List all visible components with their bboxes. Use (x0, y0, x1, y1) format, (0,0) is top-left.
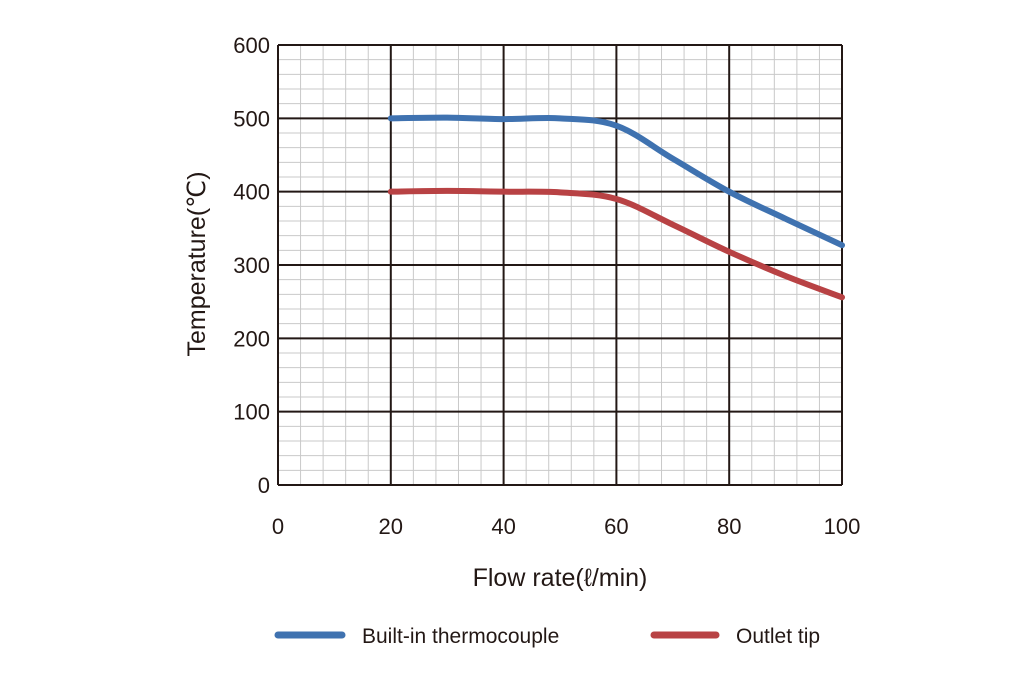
legend: Built-in thermocouple Outlet tip (274, 625, 820, 648)
y-axis-title: Temperature(℃) (183, 171, 211, 356)
y-tick-label: 400 (233, 180, 270, 205)
x-axis-title: Flow rate(ℓ/min) (473, 564, 648, 592)
legend-label-outlet-tip: Outlet tip (736, 625, 820, 648)
series-line-built-in-thermocouple (387, 114, 845, 249)
x-tick-label: 0 (272, 514, 284, 539)
y-tick-label: 300 (233, 253, 270, 278)
tick-labels: 0 20 40 60 80 100 0 100 200 300 400 500 600 (233, 33, 860, 539)
x-tick-label: 80 (717, 514, 741, 539)
y-tick-label: 200 (233, 326, 270, 351)
x-tick-label: 20 (379, 514, 403, 539)
x-tick-label: 60 (604, 514, 628, 539)
y-tick-label: 100 (233, 400, 270, 425)
series-layer (387, 114, 845, 301)
major-grid (277, 44, 843, 486)
y-tick-label: 600 (233, 33, 270, 58)
y-tick-label: 0 (258, 473, 270, 498)
legend-label-built-in-thermocouple: Built-in thermocouple (362, 625, 559, 648)
x-tick-label: 40 (491, 514, 515, 539)
series-line-outlet-tip (387, 187, 845, 301)
x-tick-label: 100 (824, 514, 861, 539)
y-tick-label: 500 (233, 106, 270, 131)
